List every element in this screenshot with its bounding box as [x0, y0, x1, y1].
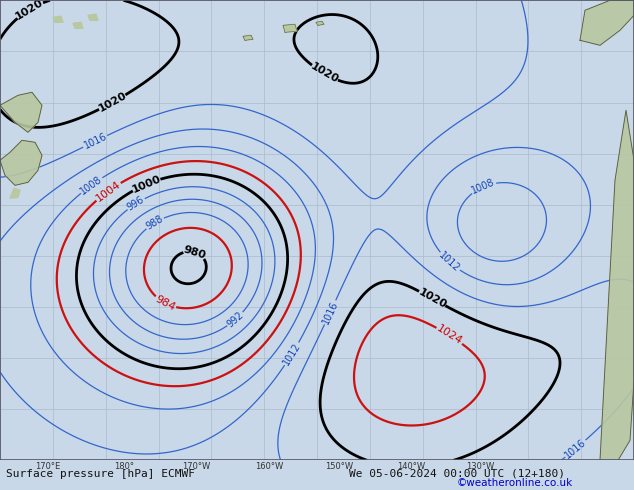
Text: ©weatheronline.co.uk: ©weatheronline.co.uk [456, 478, 573, 488]
Text: 1020: 1020 [14, 0, 46, 22]
Polygon shape [0, 140, 42, 185]
Text: 1000: 1000 [130, 174, 162, 195]
Polygon shape [10, 188, 20, 198]
Text: 170°E: 170°E [35, 462, 60, 471]
Text: 1016: 1016 [82, 131, 108, 151]
Text: 170°W: 170°W [183, 462, 210, 471]
Text: 1012: 1012 [281, 341, 302, 367]
Text: 150°W: 150°W [325, 462, 353, 471]
Polygon shape [53, 16, 63, 23]
Polygon shape [88, 14, 98, 20]
Polygon shape [243, 35, 253, 40]
Polygon shape [0, 92, 42, 132]
Text: 1016: 1016 [320, 299, 340, 325]
Text: 1004: 1004 [94, 179, 122, 203]
Polygon shape [580, 0, 634, 45]
Text: 160°W: 160°W [256, 462, 283, 471]
Text: 1008: 1008 [470, 177, 496, 196]
Text: 140°W: 140°W [397, 462, 425, 471]
Text: 1016: 1016 [563, 437, 588, 461]
Text: 1020: 1020 [417, 287, 448, 310]
Text: Surface pressure [hPa] ECMWF: Surface pressure [hPa] ECMWF [6, 469, 195, 479]
Polygon shape [73, 23, 83, 28]
Text: 180°: 180° [113, 462, 134, 471]
Text: 992: 992 [225, 310, 245, 329]
Text: 1024: 1024 [435, 324, 464, 347]
Text: 996: 996 [126, 195, 146, 213]
Text: 1008: 1008 [79, 174, 104, 196]
Text: 980: 980 [182, 244, 207, 261]
Polygon shape [316, 21, 324, 25]
Text: 130°W: 130°W [467, 462, 495, 471]
Text: 1012: 1012 [437, 250, 462, 274]
Polygon shape [283, 24, 297, 32]
Text: 1020: 1020 [309, 62, 340, 86]
Text: 984: 984 [153, 294, 177, 313]
Polygon shape [600, 110, 634, 460]
Text: We 05-06-2024 00:00 UTC (12+180): We 05-06-2024 00:00 UTC (12+180) [349, 469, 565, 479]
Text: 1020: 1020 [96, 91, 128, 114]
Text: 988: 988 [145, 214, 165, 232]
